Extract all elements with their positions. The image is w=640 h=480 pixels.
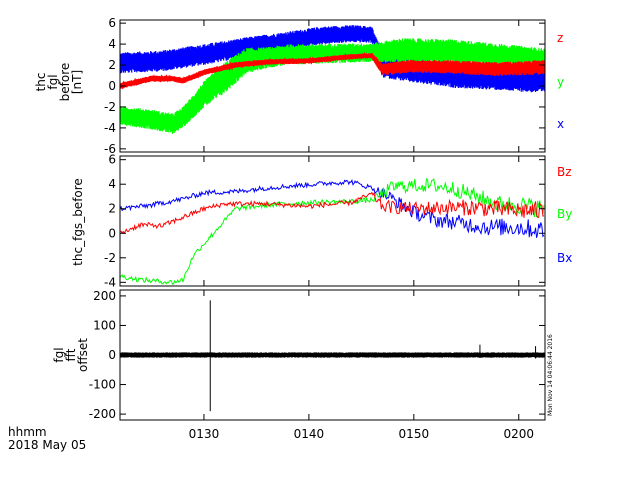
legend-entry-Bx: Bx [557,251,572,265]
series-By-line [120,177,545,285]
y-tick-label: 0 [108,226,116,240]
plot-area [120,177,545,285]
plot-frame [119,155,546,287]
y-tick-label: -2 [104,100,116,114]
y-tick-label: -200 [89,407,116,421]
y-tick-label: 6 [108,16,116,30]
time-axis-label: hhmm [8,425,47,439]
y-tick-label: 2 [108,202,116,216]
series-z-line [120,52,545,90]
y-axis-label: fft [64,348,78,361]
legend-entry-z: z [557,31,563,45]
y-tick-label: 4 [108,37,116,51]
plot-area [120,25,545,134]
y-tick-label: 0 [108,79,116,93]
y-axis-label: offset [76,338,90,372]
y-tick-label: -2 [104,251,116,265]
y-tick-label: -100 [89,378,116,392]
y-tick-label: 6 [108,153,116,167]
series-Bz-line [120,191,545,235]
legend-entry-By: By [557,207,572,221]
legend-entry-y: y [557,75,564,89]
y-tick-label: 4 [108,177,116,191]
series-y-band [120,38,545,134]
series-Bx-line [120,179,545,238]
legend-entry-x: x [557,117,564,131]
timestamp-label: Mon Nov 14 04:06:44 2016 [547,334,554,416]
date-axis-label: 2018 May 05 [8,438,86,452]
y-axis-label: fgl [46,74,60,89]
panel-2: -4 -2 0 2 4 6 thc_fgs_before Bz By Bx [71,153,572,290]
x-tick-label: 0200 [503,427,534,441]
y-tick-label: 0 [108,348,116,362]
y-tick-label: -6 [104,142,116,156]
x-tick-label: 0150 [399,427,430,441]
y-tick-label: 100 [93,318,116,332]
y-tick-label: 2 [108,58,116,72]
y-axis-label: thc [34,73,48,92]
plot-area [120,300,545,412]
panel-3: -200 -100 0 100 200 0130 0140 0150 0200 fglfftoff… [52,289,546,441]
y-axis-label: fgl [52,347,66,362]
y-tick-label: -4 [104,275,116,289]
y-tick-label: -4 [104,121,116,135]
y-axis-label: [nT] [70,70,84,94]
legend-entry-Bz: Bz [557,165,572,179]
y-axis-label: thc_fgs_before [71,178,85,266]
y-axis-label: before [58,63,72,102]
offset-band [120,352,545,358]
x-tick-label: 0140 [294,427,325,441]
y-tick-label: 200 [93,289,116,303]
x-tick-label: 0130 [189,427,220,441]
